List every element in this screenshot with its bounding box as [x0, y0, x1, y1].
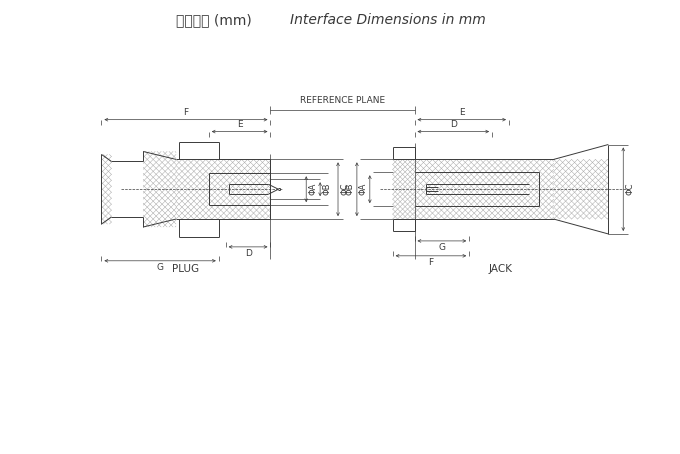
- Text: G: G: [156, 263, 164, 272]
- Text: ΦC: ΦC: [625, 183, 634, 196]
- Text: Interface Dimensions in mm: Interface Dimensions in mm: [290, 13, 486, 27]
- Text: ΦB: ΦB: [346, 183, 355, 196]
- Text: PLUG: PLUG: [173, 264, 199, 274]
- Text: 界面尺寸 (mm): 界面尺寸 (mm): [176, 13, 252, 27]
- Text: REFERENCE PLANE: REFERENCE PLANE: [300, 96, 385, 105]
- Text: F: F: [184, 108, 188, 117]
- Text: G: G: [439, 243, 445, 252]
- Text: ΦC: ΦC: [340, 183, 349, 196]
- Text: D: D: [245, 249, 252, 258]
- Text: D: D: [450, 120, 457, 129]
- Text: ΦA: ΦA: [308, 183, 317, 195]
- Text: F: F: [428, 258, 434, 267]
- Text: E: E: [237, 120, 243, 129]
- Text: JACK: JACK: [488, 264, 513, 274]
- Text: ΦB: ΦB: [322, 183, 331, 196]
- Text: E: E: [459, 108, 464, 117]
- Text: ΦA: ΦA: [359, 183, 368, 195]
